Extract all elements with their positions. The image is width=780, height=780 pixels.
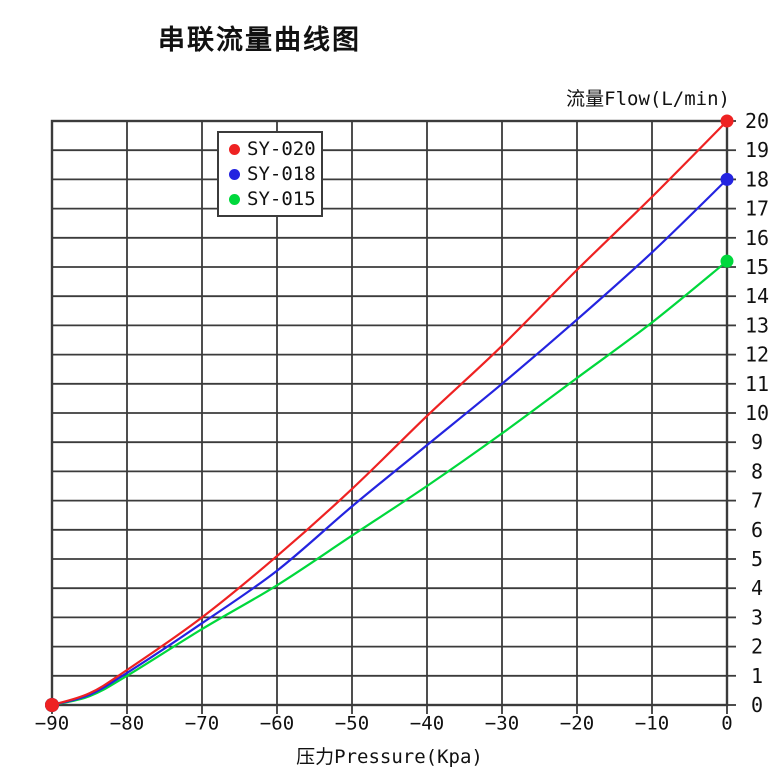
y-tick-label: 1 [751,664,763,688]
y-tick-label: 5 [751,547,763,571]
y-tick-label: 15 [745,255,769,279]
legend-marker-sy020-icon [229,143,240,155]
x-tick-label: −70 [185,713,219,735]
x-tick-label: −10 [635,713,669,735]
y-tick-label: 12 [745,343,769,367]
legend-item-sy015: SY-015 [229,188,321,210]
y-tick-label: 9 [751,430,763,454]
series-line-sy-018 [50,178,729,707]
x-tick-label: −20 [560,713,594,735]
x-tick-label: −40 [410,713,444,735]
legend-label-sy020: SY-020 [247,138,316,160]
series-end-marker-sy-020 [720,114,734,128]
y-tick-label: 18 [745,167,769,191]
y-tick-label: 13 [745,313,769,337]
y-tick-label: 20 [745,109,769,133]
y-tick-label: 2 [751,635,763,659]
series-line-sy-020 [50,119,729,707]
x-tick-label: −30 [485,713,519,735]
y-tick-label: 7 [751,489,763,513]
y-tick-label: 0 [751,693,763,717]
x-tick-label: −50 [335,713,369,735]
y-tick-label: 16 [745,226,769,250]
legend-marker-sy015-icon [229,193,240,205]
legend-item-sy018: SY-018 [229,163,321,185]
y-tick-label: 6 [751,518,763,542]
y-tick-label: 17 [745,197,769,221]
series-start-marker-sy-020 [45,698,59,712]
y-tick-label: 8 [751,459,763,483]
x-tick-label: −80 [110,713,144,735]
series-end-marker-sy-015 [720,254,734,268]
y-tick-label: 10 [745,401,769,425]
y-tick-label: 14 [745,284,769,308]
x-tick-label: −90 [35,713,69,735]
x-tick-label: −60 [260,713,294,735]
legend-label-sy018: SY-018 [247,163,316,185]
legend: SY-020 SY-018 SY-015 [217,131,323,217]
series-end-marker-sy-018 [720,172,734,186]
y-tick-label: 4 [751,576,763,600]
x-axis-title: 压力Pressure(Kpa) [296,746,483,768]
legend-marker-sy018-icon [229,168,240,180]
legend-item-sy020: SY-020 [229,138,321,160]
x-tick-label: 0 [721,713,732,735]
y-tick-label: 11 [745,372,769,396]
y-tick-label: 19 [745,138,769,162]
y-axis-title: 流量Flow(L/min) [566,88,730,110]
chart-title: 串联流量曲线图 [158,25,361,56]
y-tick-label: 3 [751,605,763,629]
plot-border [50,119,729,707]
legend-label-sy015: SY-015 [247,188,316,210]
series-line-sy-015 [50,260,729,707]
